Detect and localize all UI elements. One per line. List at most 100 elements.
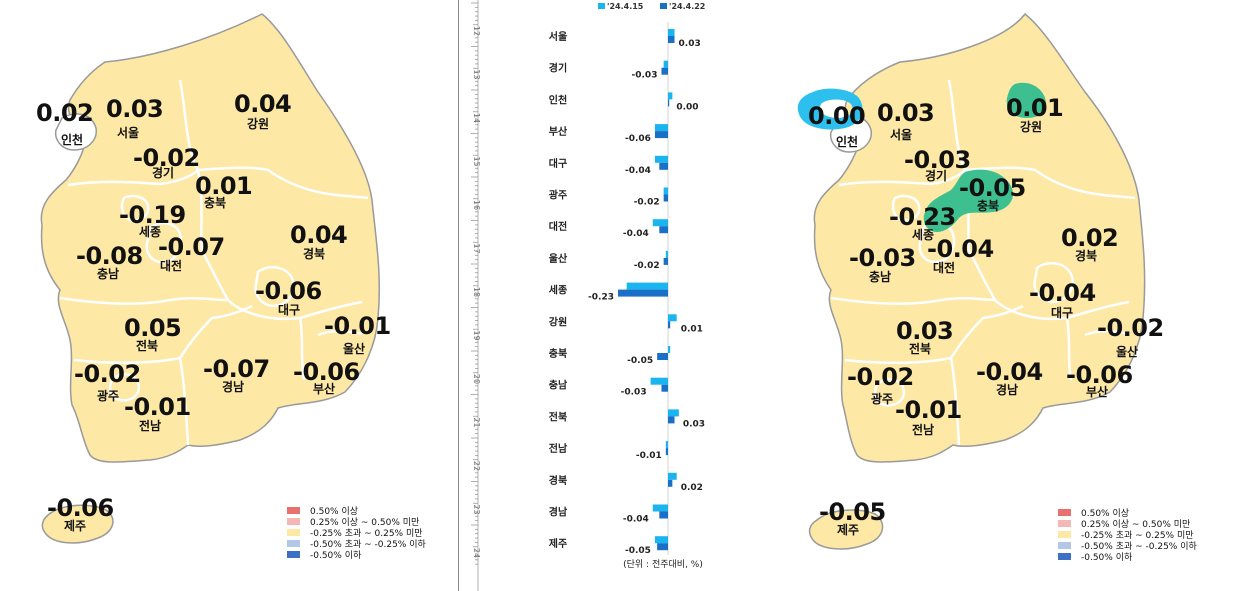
right-map-shape [797,12,1146,550]
category-label: 울산 [549,252,568,265]
label-daejeon: 대전 [933,261,956,275]
value-chungbuk: 0.01 [195,172,253,200]
value-label: -0.06 [625,134,651,144]
value-seoul: 0.03 [877,99,935,127]
label-busan: 부산 [1086,385,1109,399]
bar-series2 [661,384,668,392]
legend-label: 0.25% 이상 ~ 0.50% 미만 [310,518,420,528]
value-sejong: -0.23 [889,203,956,231]
bar-series2 [661,67,668,75]
label-gangwon: 강원 [247,117,270,131]
highlight-gangwon [1006,82,1047,118]
label-incheon: 인천 [61,133,84,147]
label-seoul: 서울 [117,126,140,140]
legend-swatch-series1 [598,3,605,9]
ruler-tick-label: 13 [472,69,481,79]
bar-series1 [668,29,675,36]
bar-series1 [654,536,668,544]
label-jeonbuk: 전북 [909,342,932,356]
legend-label: -0.50% 이하 [1081,553,1133,563]
label-jeonnam: 전남 [912,423,935,437]
left-map: 0.02 인천 0.03 서울 -0.02 경기 0.04 강원 0.01 충북… [0,0,440,591]
legend-item: -0.50% 초과 ~ -0.25% 이하 [1058,540,1197,552]
border-chungbuk-gyeongbuk [963,169,1130,321]
label-chungnam: 충남 [869,270,892,284]
highlight-incheon [797,88,863,130]
label-gyeongnam: 경남 [996,383,1019,397]
value-gwangju: -0.02 [74,360,141,388]
bar-series2 [668,99,670,107]
label-jeonbuk: 전북 [136,339,159,353]
label-incheon: 인천 [836,135,859,149]
legend-swatch [287,529,300,536]
bar-series1 [654,124,668,132]
value-jeonbuk: 0.03 [896,317,954,345]
category-label: 대전 [549,220,567,233]
label-gwangju: 광주 [871,392,894,406]
bar-series1 [652,219,668,227]
legend-left: 0.50% 이상 0.25% 이상 ~ 0.50% 미만 -0.25% 초과 ~… [287,505,426,561]
label-gyeongnam: 경남 [222,380,245,394]
bar-series1 [654,155,668,163]
bar-series1 [665,250,668,258]
ruler-tick-label: 14 [472,113,481,123]
ruler-tick-label: 22 [472,461,481,471]
bar-series2 [654,131,668,139]
label-chungbuk: 충북 [977,199,1000,213]
legend-item: -0.50% 이하 [1058,551,1197,563]
jeju-shape [808,509,884,550]
border-ulsan [1084,329,1130,337]
label-jeju: 제주 [64,519,87,533]
value-incheon: 0.02 [36,99,94,127]
border-sejong [120,194,150,222]
bar-series2 [659,226,668,234]
bar-series2 [663,194,668,202]
legend-label: 0.25% 이상 ~ 0.50% 미만 [1081,520,1191,530]
border-gangwon [178,79,369,200]
ruler-tick-label: 19 [472,330,481,340]
legend-swatch [1058,531,1071,538]
label-gyeonggi: 경기 [152,166,175,180]
border-gyeonggi-south [67,169,199,187]
border-chungnam-jeonbuk [830,296,996,305]
bar-series2 [618,289,668,297]
bar-series2 [668,416,675,424]
border-jeonnam-gyeongnam [178,357,190,446]
legend-label: -0.50% 초과 ~ -0.25% 이하 [310,540,426,550]
label-gangwon: 강원 [1020,120,1043,134]
legend-item: -0.50% 초과 ~ -0.25% 이하 [287,538,426,550]
border-daegu [254,265,295,308]
bar-series1 [665,441,668,449]
legend-item: -0.25% 초과 ~ 0.25% 미만 [1058,529,1197,541]
border-ulsan [317,329,363,337]
value-chungnam: -0.03 [849,244,916,272]
border-jeonbuk-south [844,304,1024,365]
value-label: -0.02 [634,261,660,271]
bar-series2 [659,162,668,170]
ruler-tick-label: 15 [472,156,481,166]
label-jeju: 제주 [837,523,860,537]
value-jeonnam: -0.01 [124,393,191,421]
label-gyeonggi: 경기 [925,169,948,183]
category-label: 경북 [549,474,567,487]
ruler-tick-label: 16 [472,200,481,210]
value-busan: -0.06 [293,358,360,386]
bar-series1 [663,60,668,68]
category-label: 부산 [549,125,568,138]
bar-series2 [668,36,675,43]
category-label: 전남 [549,442,568,455]
legend-swatch [1058,509,1071,516]
value-sejong: -0.19 [119,201,186,229]
label-ulsan: 울산 [1116,345,1139,359]
bar-series1 [663,187,668,195]
legend-swatch [1058,542,1071,549]
unit-note: (단위 : 전주대비, %) [623,559,703,570]
value-gyeongbuk: 0.02 [1061,224,1119,252]
legend-swatch [1058,520,1071,527]
value-label: -0.03 [621,388,647,398]
borders [830,79,1136,446]
bar-series2 [657,353,668,360]
value-jeonnam: -0.01 [895,396,962,424]
value-gyeongbuk: 0.04 [290,221,348,249]
legend-item: 0.25% 이상 ~ 0.50% 미만 [1058,518,1197,530]
